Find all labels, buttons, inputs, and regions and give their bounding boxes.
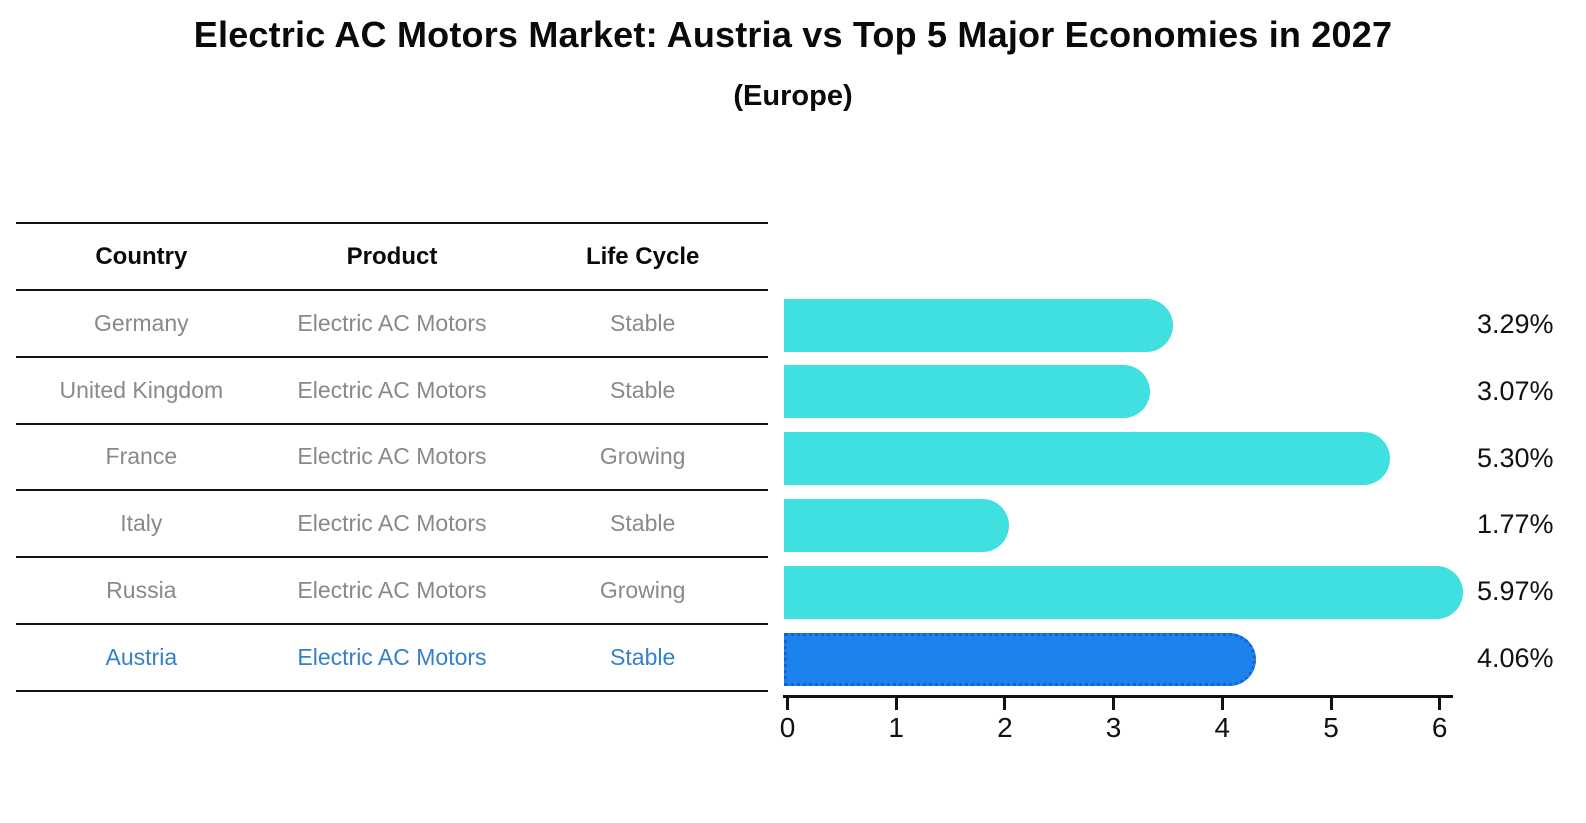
country-table: Country Product Life Cycle Germany Electr… <box>16 222 768 692</box>
chart-title: Electric AC Motors Market: Austria vs To… <box>193 14 1393 55</box>
x-axis-tick-label: 4 <box>1214 712 1231 743</box>
table-cell-country: Italy <box>120 510 163 537</box>
x-axis-tick-label: 0 <box>779 712 796 743</box>
table-header-country: Country <box>95 242 188 270</box>
x-axis-tick-label: 3 <box>1105 712 1122 743</box>
x-axis-tick-label: 6 <box>1431 712 1448 743</box>
x-axis-tick <box>1438 698 1442 710</box>
table-row: United Kingdom Electric AC Motors Stable <box>16 358 768 425</box>
x-axis-tick-label: 1 <box>888 712 904 743</box>
table-cell-country: Germany <box>94 309 189 336</box>
table-cell-country: Russia <box>106 577 177 604</box>
x-axis-tick <box>1003 698 1007 710</box>
bar-value-label: 1.77% <box>1477 509 1554 540</box>
x-axis-line <box>783 695 1453 698</box>
table-cell-life-cycle: Stable <box>610 643 676 670</box>
table-cell-country: United Kingdom <box>59 376 224 403</box>
bar <box>784 298 1173 352</box>
table-row: Italy Electric AC Motors Stable <box>16 491 768 559</box>
table-cell-product: Electric AC Motors <box>297 443 487 470</box>
table-cell-life-cycle: Growing <box>599 443 686 470</box>
table-row: Austria Electric AC Motors Stable <box>16 625 768 692</box>
table-cell-country: France <box>105 443 178 470</box>
table-row: France Electric AC Motors Growing <box>16 425 768 492</box>
table-header-life-cycle: Life Cycle <box>585 242 700 270</box>
chart-subtitle: (Europe) <box>733 80 853 112</box>
bar <box>784 365 1150 419</box>
table-cell-country: Austria <box>105 643 178 670</box>
table-cell-product: Electric AC Motors <box>297 309 487 336</box>
table-cell-product: Electric AC Motors <box>297 376 487 403</box>
table-row: Russia Electric AC Motors Growing <box>16 558 768 625</box>
table-cell-life-cycle: Growing <box>599 577 686 604</box>
table-header-product: Product <box>346 242 438 270</box>
table-cell-life-cycle: Stable <box>610 376 676 403</box>
bar-value-label: 4.06% <box>1477 643 1554 673</box>
x-axis-tick <box>1220 698 1224 710</box>
table-cell-life-cycle: Stable <box>610 510 676 537</box>
bar <box>784 432 1390 486</box>
bar-highlight <box>784 632 1256 686</box>
table-row: Germany Electric AC Motors Stable <box>16 291 768 358</box>
table-cell-product: Electric AC Motors <box>297 577 487 604</box>
table-cell-life-cycle: Stable <box>610 309 676 336</box>
table-cell-product: Electric AC Motors <box>297 510 487 537</box>
bar <box>784 498 1009 552</box>
x-axis-tick <box>1329 698 1333 710</box>
x-axis-tick <box>894 698 898 710</box>
bar <box>784 565 1463 619</box>
bar-value-label: 3.29% <box>1477 309 1554 339</box>
x-axis-tick <box>786 698 789 710</box>
table-cell-product: Electric AC Motors <box>297 643 487 670</box>
x-axis-tick-label: 2 <box>997 712 1013 743</box>
x-axis-tick <box>1112 698 1116 710</box>
table-body: Germany Electric AC Motors Stable United Ki… <box>16 291 768 692</box>
x-axis-tick-label: 5 <box>1323 712 1339 743</box>
bar-value-label: 3.07% <box>1477 375 1554 406</box>
bar-value-label: 5.30% <box>1477 442 1554 473</box>
table-header-row: Country Product Life Cycle <box>16 224 768 291</box>
bar-value-label: 5.97% <box>1477 576 1554 607</box>
